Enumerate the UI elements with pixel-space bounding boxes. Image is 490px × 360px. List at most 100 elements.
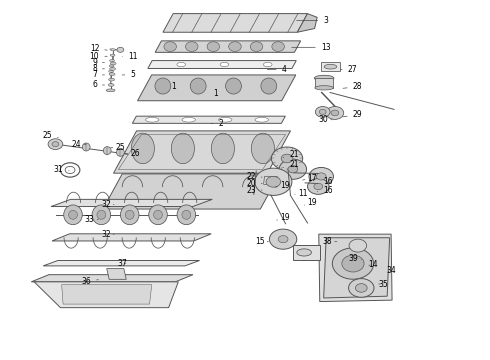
Ellipse shape (110, 62, 116, 65)
Circle shape (348, 279, 374, 297)
Ellipse shape (220, 62, 229, 67)
Ellipse shape (251, 133, 274, 164)
Text: 9: 9 (92, 58, 104, 67)
Bar (321, 62, 340, 71)
Polygon shape (148, 60, 296, 68)
Ellipse shape (177, 62, 186, 67)
Circle shape (52, 141, 59, 147)
Text: 32: 32 (101, 200, 114, 209)
Text: 16: 16 (318, 185, 333, 194)
Text: 14: 14 (368, 260, 378, 269)
Text: 5: 5 (122, 71, 135, 80)
Circle shape (308, 179, 329, 194)
Ellipse shape (315, 86, 333, 90)
Text: 36: 36 (81, 276, 98, 285)
Ellipse shape (182, 210, 191, 219)
Ellipse shape (315, 75, 334, 81)
Circle shape (319, 109, 326, 114)
Ellipse shape (207, 42, 220, 51)
Ellipse shape (261, 78, 277, 94)
Text: 1: 1 (171, 82, 176, 91)
Text: 31: 31 (53, 165, 69, 174)
Text: 21: 21 (283, 150, 298, 159)
Circle shape (355, 284, 367, 292)
Circle shape (255, 168, 292, 195)
Ellipse shape (106, 89, 115, 92)
Ellipse shape (110, 54, 115, 56)
Ellipse shape (332, 248, 374, 279)
Ellipse shape (186, 42, 198, 51)
Text: 26: 26 (125, 149, 140, 158)
Text: 22: 22 (246, 172, 262, 181)
Circle shape (266, 176, 281, 187)
Text: 6: 6 (92, 81, 104, 90)
Polygon shape (52, 234, 211, 241)
Ellipse shape (69, 210, 77, 219)
Ellipse shape (154, 210, 162, 219)
Bar (315, 78, 333, 88)
Polygon shape (103, 174, 279, 209)
Text: 19: 19 (275, 181, 290, 190)
Circle shape (281, 154, 293, 163)
Polygon shape (62, 285, 152, 304)
Text: 2: 2 (211, 119, 223, 128)
Ellipse shape (155, 78, 171, 94)
Circle shape (288, 166, 298, 173)
Ellipse shape (164, 42, 176, 51)
Text: 7: 7 (92, 71, 104, 80)
Ellipse shape (92, 205, 111, 225)
Ellipse shape (131, 133, 154, 164)
Circle shape (279, 159, 307, 179)
Circle shape (117, 47, 124, 52)
Text: 28: 28 (343, 82, 362, 91)
Ellipse shape (108, 84, 114, 86)
Ellipse shape (297, 249, 312, 256)
Text: 16: 16 (318, 177, 333, 186)
Ellipse shape (172, 133, 195, 164)
Polygon shape (51, 199, 212, 207)
Text: 19: 19 (277, 213, 290, 222)
Text: 24: 24 (72, 140, 86, 149)
Ellipse shape (342, 255, 364, 272)
Text: 27: 27 (341, 65, 357, 74)
Text: 10: 10 (90, 52, 107, 61)
Text: 13: 13 (292, 43, 330, 52)
Polygon shape (324, 238, 390, 298)
Ellipse shape (117, 148, 124, 156)
Polygon shape (319, 234, 392, 302)
Circle shape (316, 107, 330, 117)
Ellipse shape (225, 78, 242, 94)
Ellipse shape (103, 147, 111, 154)
Text: 34: 34 (387, 266, 396, 275)
Ellipse shape (219, 117, 232, 122)
Circle shape (314, 183, 323, 190)
Text: 38: 38 (322, 237, 337, 246)
Ellipse shape (125, 210, 134, 219)
Text: 33: 33 (85, 215, 98, 224)
Text: 25: 25 (42, 131, 58, 140)
Text: 15: 15 (255, 237, 269, 246)
Bar (294, 245, 320, 260)
Ellipse shape (177, 205, 196, 225)
Text: 25: 25 (111, 143, 125, 152)
Polygon shape (163, 14, 308, 32)
Text: 4: 4 (268, 65, 287, 74)
Circle shape (326, 107, 343, 120)
Text: 1: 1 (213, 89, 218, 98)
Text: 17: 17 (303, 174, 317, 183)
Text: 35: 35 (378, 280, 388, 289)
Polygon shape (264, 176, 277, 185)
Text: 3: 3 (296, 16, 328, 25)
Ellipse shape (146, 117, 159, 122)
Text: 8: 8 (92, 64, 104, 73)
Circle shape (349, 239, 367, 252)
Polygon shape (107, 269, 126, 279)
Text: 32: 32 (101, 230, 114, 239)
Ellipse shape (109, 65, 114, 67)
Ellipse shape (121, 205, 139, 225)
Text: 11: 11 (122, 52, 137, 61)
Ellipse shape (211, 133, 234, 164)
Circle shape (278, 235, 288, 243)
Text: 11: 11 (295, 189, 307, 198)
Ellipse shape (250, 42, 263, 51)
